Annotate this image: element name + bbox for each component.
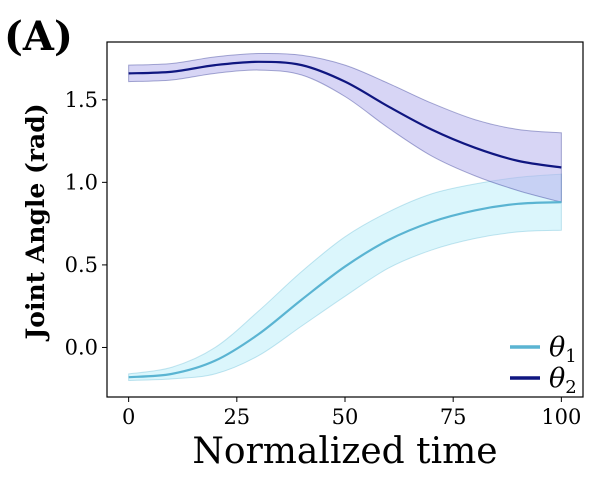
y-axis-title: Joint Angle (rad) bbox=[21, 103, 50, 341]
y-tick-label: 1.0 bbox=[65, 170, 98, 194]
y-tick-label: 0.5 bbox=[65, 253, 98, 277]
series-band-1 bbox=[128, 173, 562, 382]
x-tick-label: 0 bbox=[122, 405, 135, 429]
series-band-2 bbox=[128, 52, 562, 203]
legend-symbol: θ bbox=[549, 332, 565, 363]
confidence-bands bbox=[128, 52, 562, 382]
legend-subscript: 2 bbox=[565, 377, 576, 398]
series-line-1 bbox=[128, 201, 562, 379]
x-tick-label: 25 bbox=[223, 405, 250, 429]
x-axis-title: Normalized time bbox=[192, 431, 497, 472]
x-tick-label: 50 bbox=[332, 405, 359, 429]
x-tick-label: 75 bbox=[440, 405, 467, 429]
series-line-2 bbox=[128, 60, 562, 169]
y-tick-label: 1.5 bbox=[65, 88, 98, 112]
series-lines bbox=[128, 60, 562, 379]
y-axis: 0.0 0.5 1.0 1.5 bbox=[65, 88, 107, 359]
y-tick-label: 0.0 bbox=[65, 335, 98, 359]
legend-subscript: 1 bbox=[565, 346, 576, 367]
x-tick-label: 100 bbox=[541, 405, 581, 429]
legend-symbol: θ bbox=[549, 363, 565, 394]
legend-label-2: θ2 bbox=[549, 363, 577, 398]
x-axis: 0 25 50 75 100 bbox=[122, 397, 581, 429]
panel-label: (A) bbox=[4, 13, 73, 60]
legend-label-1: θ1 bbox=[549, 332, 577, 367]
